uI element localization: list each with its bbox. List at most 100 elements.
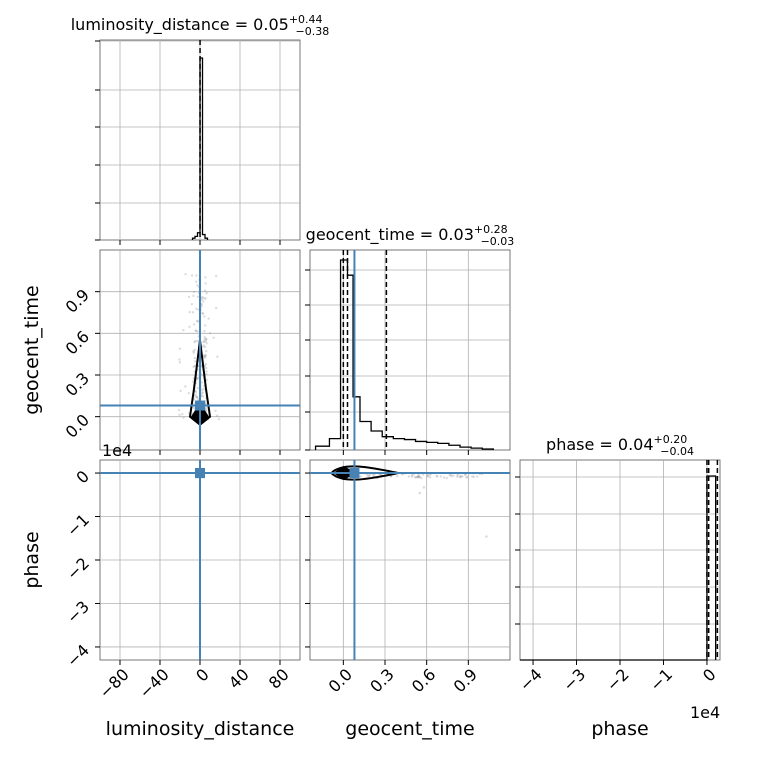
sample-point <box>194 390 197 393</box>
sample-point <box>216 355 219 359</box>
sample-point <box>452 474 455 478</box>
panel-hist-luminosity-distance: luminosity_distance = 0.05+0.44 −0.38 <box>71 13 330 241</box>
sample-point <box>435 474 438 478</box>
panel-hist-phase: phase = 0.04+0.20 −0.04 <box>519 433 721 661</box>
sample-point <box>204 339 208 343</box>
sample-point <box>410 475 414 478</box>
sample-point <box>203 330 206 333</box>
sample-point <box>178 413 181 417</box>
sample-point <box>417 474 421 478</box>
panel-scatter-time-vs-phase <box>309 459 511 661</box>
sample-point <box>192 294 195 298</box>
sample-point <box>217 417 221 421</box>
sample-point <box>465 476 468 479</box>
sample-point <box>466 475 469 479</box>
histogram-phase <box>520 475 717 661</box>
sample-point <box>195 377 199 380</box>
sample-point <box>194 339 197 343</box>
panel-scatter-distance-vs-time <box>99 249 301 451</box>
sample-point <box>411 474 414 477</box>
sample-point <box>456 474 459 477</box>
sample-point <box>367 474 371 478</box>
sample-point <box>416 476 419 479</box>
title-text: phase = 0.04 <box>546 435 653 454</box>
sample-point <box>368 473 372 476</box>
sample-point <box>195 307 198 310</box>
x-tick-label: −80 <box>95 665 132 702</box>
sample-point <box>204 324 207 327</box>
sample-point <box>203 356 206 360</box>
sample-point <box>192 406 195 409</box>
histogram-geocent-time <box>314 259 494 450</box>
sample-point <box>194 360 197 363</box>
sample-point <box>179 389 182 393</box>
sample-point <box>204 282 207 285</box>
sample-point <box>389 475 393 478</box>
title-geocent-time: geocent_time = 0.03+0.28 −0.03 <box>306 223 515 248</box>
sample-point <box>205 370 208 373</box>
sample-point <box>197 319 200 323</box>
sample-point <box>204 406 208 410</box>
sample-point <box>193 348 196 351</box>
sample-point <box>201 391 204 394</box>
sample-point <box>407 475 411 478</box>
sample-point <box>204 362 208 366</box>
sample-point <box>204 355 207 358</box>
sample-point <box>191 311 195 314</box>
sample-point <box>204 337 208 340</box>
x-tick-label: 40 <box>225 665 253 693</box>
sample-point <box>188 310 191 314</box>
truth-marker <box>195 400 205 411</box>
x-tick-label: −40 <box>135 665 172 702</box>
sample-point <box>417 476 421 479</box>
sample-point <box>205 338 208 341</box>
sample-point <box>449 473 453 477</box>
sample-point <box>202 344 206 347</box>
title-minus: −0.04 <box>660 445 694 458</box>
sample-point <box>196 339 199 343</box>
sample-point <box>196 376 199 380</box>
sample-point <box>184 273 187 276</box>
sample-point <box>463 473 467 477</box>
sample-point <box>205 292 208 295</box>
sample-point <box>178 358 181 361</box>
sample-point <box>193 364 196 368</box>
sample-point <box>196 295 200 298</box>
sample-point <box>420 476 423 480</box>
sample-point <box>192 365 195 368</box>
sample-point <box>428 473 432 476</box>
sample-point <box>202 387 205 390</box>
sample-point <box>204 353 207 357</box>
sample-point <box>203 289 207 292</box>
sample-point <box>445 476 449 480</box>
sample-point <box>195 396 199 399</box>
sample-point <box>459 476 463 479</box>
sample-point <box>472 475 475 479</box>
sample-point <box>426 473 430 477</box>
y-tick-label: −2 <box>63 554 93 584</box>
x-tick-label: 0 <box>192 665 213 686</box>
y-tick-label: −3 <box>63 597 93 627</box>
sample-point <box>194 329 198 333</box>
sample-point <box>214 306 218 310</box>
y-tick-label: 0 <box>72 467 93 488</box>
sample-point <box>456 475 459 478</box>
sample-point <box>442 476 446 479</box>
y-axis-label-geocent-time: geocent_time <box>21 285 43 414</box>
truth-marker <box>195 468 205 479</box>
x-axis-label-luminosity-distance: luminosity_distance <box>106 718 295 740</box>
title-plus: +0.44 <box>289 13 323 26</box>
sample-point <box>200 394 204 397</box>
sample-point <box>200 389 204 392</box>
title-minus: −0.38 <box>296 25 330 38</box>
sample-point <box>182 328 185 332</box>
x-tick-label: −2 <box>603 665 633 695</box>
sample-point <box>201 312 205 315</box>
sample-point <box>418 491 422 495</box>
panel-hist-geocent-time: geocent_time = 0.03+0.28 −0.03 <box>306 223 515 451</box>
sample-point <box>188 325 191 329</box>
x-tick-label: 0.9 <box>450 665 481 696</box>
sample-point <box>214 409 217 412</box>
sample-point <box>203 364 207 368</box>
